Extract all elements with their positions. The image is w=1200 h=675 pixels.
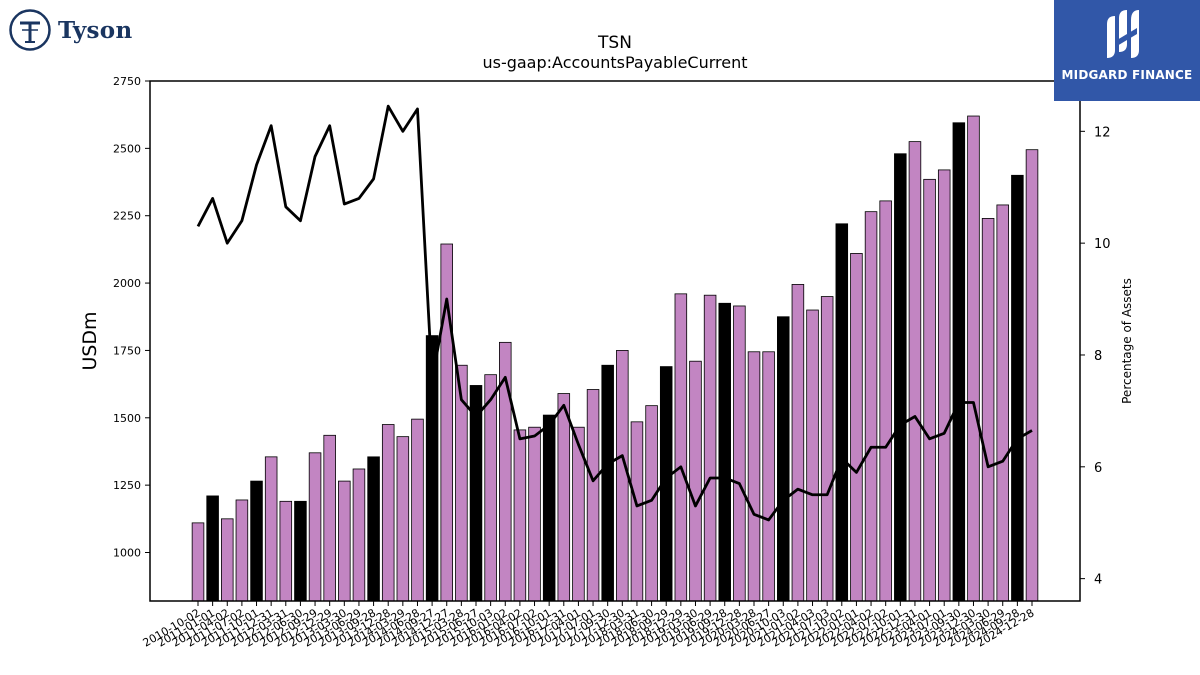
chart-title: TSN — [597, 33, 632, 53]
bar — [586, 389, 600, 602]
bar-highlight — [367, 456, 380, 602]
bar — [279, 500, 293, 602]
bar — [557, 393, 571, 602]
bar — [323, 434, 336, 602]
bar — [879, 200, 892, 602]
bar — [806, 309, 819, 602]
y-tick-label: 2000 — [113, 277, 141, 290]
bar — [396, 436, 410, 602]
bar — [967, 115, 980, 602]
bar — [733, 305, 746, 602]
bar — [820, 296, 834, 602]
bar-highlight — [952, 122, 966, 602]
y-tick-label: 2750 — [113, 75, 141, 88]
y-tick-label: 1750 — [113, 344, 141, 357]
bar — [338, 480, 351, 602]
y2-axis-label: Percentage of Assets — [1120, 278, 1134, 404]
axes-layer: 1000125015001750200022502500275046810122… — [113, 75, 1111, 650]
percentage-line — [196, 104, 1033, 522]
bar — [352, 468, 366, 602]
bar-highlight — [206, 495, 219, 602]
bar — [791, 284, 805, 602]
tyson-emblem-icon — [9, 9, 51, 51]
midgard-logo-text: MIDGARD FINANCE — [1061, 68, 1193, 82]
bar — [703, 294, 717, 602]
bar-highlight — [718, 302, 731, 602]
bar — [747, 351, 761, 602]
y-tick-label: 2500 — [113, 142, 141, 155]
bars-layer — [191, 115, 1039, 602]
bar-highlight — [1011, 174, 1024, 602]
bar-highlight — [894, 153, 907, 602]
y-tick-label: 1000 — [113, 547, 141, 560]
plot-frame — [149, 80, 1081, 602]
bar — [235, 499, 249, 602]
percentage-line-layer — [196, 104, 1033, 522]
bar — [440, 243, 453, 602]
bar — [264, 456, 278, 602]
bar-highlight — [294, 500, 307, 602]
bar — [528, 426, 541, 602]
bar — [864, 211, 878, 602]
bar — [308, 452, 322, 602]
bar — [850, 253, 863, 602]
bar — [923, 178, 936, 602]
y-axis-label: USDm — [79, 311, 101, 370]
y2-tick-label: 12 — [1094, 125, 1111, 140]
bar — [191, 522, 205, 602]
bar — [221, 518, 234, 602]
bar — [484, 374, 497, 602]
bar — [762, 351, 775, 602]
chart-subtitle: us-gaap:AccountsPayableCurrent — [482, 53, 747, 72]
y2-tick-label: 10 — [1094, 237, 1111, 252]
bar-highlight — [542, 414, 556, 602]
y-tick-label: 2250 — [113, 210, 141, 223]
tyson-logo: Tyson — [8, 8, 132, 52]
y2-tick-label: 6 — [1094, 461, 1102, 476]
bar — [411, 418, 424, 602]
tyson-logo-text: Tyson — [58, 16, 133, 44]
bar — [937, 169, 951, 602]
y-tick-label: 1250 — [113, 479, 141, 492]
bar — [996, 204, 1009, 602]
midgard-finance-logo: MIDGARD FINANCE — [1054, 0, 1200, 101]
bar — [630, 421, 644, 602]
bar — [381, 424, 395, 602]
bar-highlight — [601, 364, 614, 602]
y-tick-label: 1500 — [113, 412, 141, 425]
y2-tick-label: 8 — [1094, 349, 1102, 364]
bar — [1025, 149, 1039, 602]
bar — [689, 360, 702, 602]
midgard-emblem-icon — [1107, 10, 1139, 58]
y2-tick-label: 4 — [1094, 573, 1102, 588]
bar — [674, 293, 688, 602]
bar-highlight — [835, 223, 849, 602]
bar-highlight — [250, 480, 263, 602]
bar — [981, 218, 995, 602]
bar-highlight — [777, 316, 790, 602]
bar — [616, 350, 629, 602]
bar — [513, 429, 527, 602]
bar — [908, 141, 922, 602]
